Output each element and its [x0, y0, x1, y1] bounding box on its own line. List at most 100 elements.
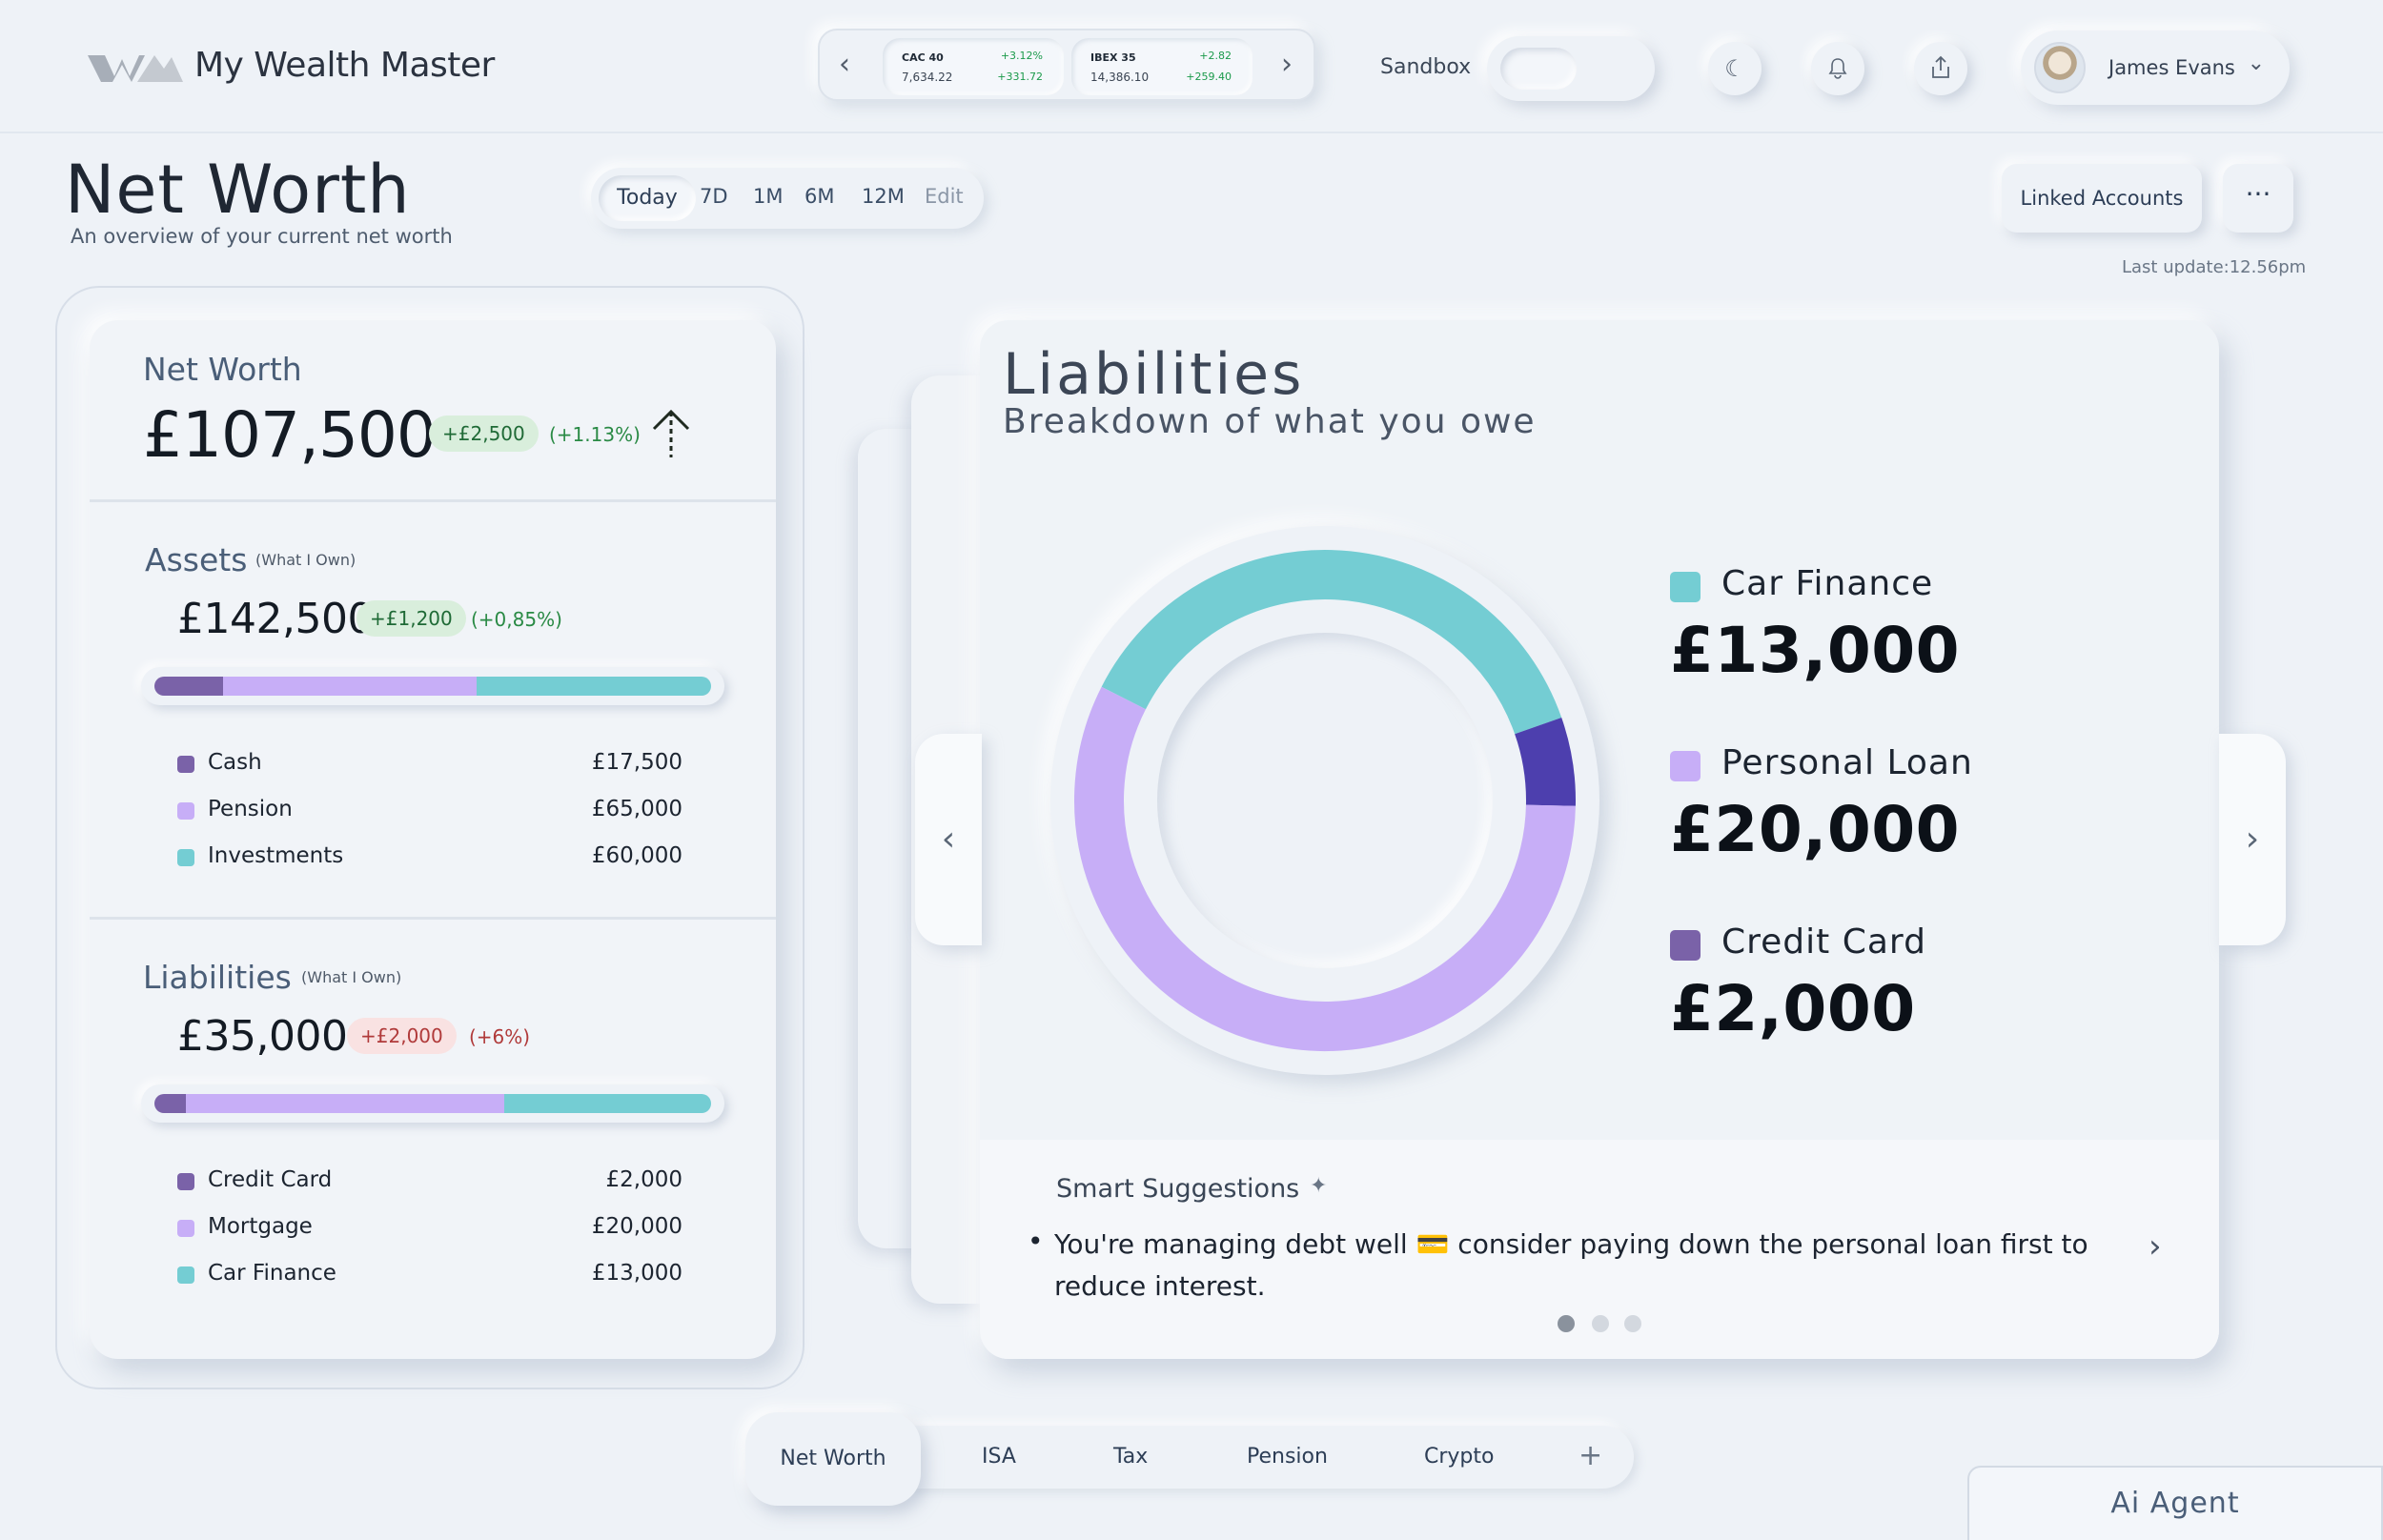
toggle-knob — [1500, 48, 1577, 90]
sandbox-label: Sandbox — [1380, 55, 1472, 79]
liabilities-allocation-bar — [141, 1084, 724, 1123]
liability-value: £20,000 — [591, 1214, 682, 1239]
asset-value: £17,500 — [591, 750, 682, 775]
carousel-prev-icon[interactable]: ‹ — [915, 734, 982, 945]
dark-mode-moon-icon[interactable]: ☾ — [1708, 42, 1762, 95]
ticker-change: +259.40 — [1186, 71, 1232, 83]
ticker-card-cac40[interactable]: CAC 40 7,634.22 +3.12% +331.72 — [883, 38, 1064, 95]
liabilities-value: £35,000 — [177, 1012, 348, 1061]
range-today[interactable]: Today — [599, 175, 696, 221]
carousel-next-icon[interactable]: › — [2219, 734, 2286, 945]
ticker-card-ibex35[interactable]: IBEX 35 14,386.10 +2.82 +259.40 — [1071, 38, 1253, 95]
top-header — [0, 0, 2383, 133]
legend-swatch — [177, 1173, 194, 1190]
add-tab-plus-icon[interactable]: + — [1578, 1439, 1603, 1472]
assets-bar-fill — [154, 677, 711, 696]
sparkle-icon: ✦ — [1310, 1174, 1328, 1198]
liabilities-bar-segment-car-finance — [504, 1094, 711, 1113]
legend-swatch — [177, 802, 194, 820]
page-title: Net Worth — [65, 151, 411, 229]
ticker-next-icon[interactable]: › — [1281, 48, 1293, 81]
bullet: • — [1028, 1226, 1044, 1257]
summary-card — [90, 320, 776, 1359]
net-worth-change-badge: +£2,500 — [429, 415, 539, 452]
net-worth-value: £107,500 — [143, 398, 437, 472]
more-options-icon[interactable]: ··· — [2223, 164, 2293, 233]
avatar — [2034, 42, 2086, 93]
legend-value: £2,000 — [1670, 972, 1916, 1045]
ticker-change: +331.72 — [997, 71, 1043, 83]
assets-pct: (+0,85%) — [471, 608, 562, 631]
list-item: Investments £60,000 — [177, 842, 682, 871]
list-item: Car Finance £13,000 — [177, 1260, 682, 1288]
notifications-bell-icon[interactable] — [1811, 42, 1864, 95]
net-worth-label: Net Worth — [143, 351, 302, 388]
liabilities-bar-segment-mortgage — [186, 1094, 505, 1113]
user-name: James Evans — [2108, 56, 2235, 79]
liabilities-donut-chart — [1074, 550, 1576, 1051]
pagination-dot-1[interactable] — [1558, 1315, 1575, 1332]
legend-swatch — [177, 756, 194, 773]
suggestion-next-icon[interactable]: › — [2149, 1227, 2162, 1266]
trend-up-arrow-icon — [652, 409, 690, 457]
tab-pension[interactable]: Pension — [1247, 1445, 1328, 1469]
donut-slice-car-finance[interactable] — [1101, 550, 1562, 735]
legend-swatch — [1670, 572, 1701, 602]
assets-label: Assets — [145, 541, 248, 578]
divider — [90, 917, 776, 920]
linked-accounts-button[interactable]: Linked Accounts — [2002, 164, 2202, 233]
sandbox-toggle[interactable] — [1487, 36, 1655, 101]
assets-note: (What I Own) — [255, 551, 356, 569]
time-range-selector: Today 7D 1M 6M 12M Edit — [591, 168, 984, 229]
legend-value: £13,000 — [1670, 614, 1961, 687]
legend-swatch — [177, 849, 194, 866]
asset-name: Cash — [208, 750, 262, 775]
tab-net-worth[interactable]: Net Worth — [745, 1412, 921, 1506]
liabilities-pct: (+6%) — [469, 1025, 531, 1048]
legend-item-car-finance: Car Finance £13,000 — [1670, 564, 2147, 707]
range-6m[interactable]: 6M — [805, 185, 835, 208]
list-item: Cash £17,500 — [177, 749, 682, 778]
tab-isa[interactable]: ISA — [982, 1445, 1016, 1469]
list-item: Credit Card £2,000 — [177, 1166, 682, 1195]
assets-bar-segment-cash — [154, 677, 223, 696]
legend-item-personal-loan: Personal Loan £20,000 — [1670, 743, 2147, 886]
liability-value: £13,000 — [591, 1261, 682, 1286]
legend-swatch — [177, 1266, 194, 1284]
ticker-pct: +2.82 — [1199, 50, 1232, 62]
market-ticker: ‹ CAC 40 7,634.22 +3.12% +331.72 IBEX 35… — [818, 29, 1315, 101]
legend-swatch — [1670, 930, 1701, 961]
donut-slice-credit-card[interactable] — [1514, 718, 1576, 806]
range-12m[interactable]: 12M — [862, 185, 905, 208]
ticker-name: IBEX 35 — [1090, 51, 1136, 64]
asset-value: £60,000 — [591, 843, 682, 868]
app-title: My Wealth Master — [194, 46, 495, 85]
legend-swatch — [177, 1220, 194, 1237]
liabilities-bar-fill — [154, 1094, 711, 1113]
user-menu[interactable]: James Evans ⌄ — [2021, 30, 2290, 105]
ai-agent-button[interactable]: Ai Agent — [1967, 1466, 2383, 1540]
legend-value: £20,000 — [1670, 793, 1961, 866]
liabilities-change-badge: +£2,000 — [347, 1018, 457, 1054]
ticker-pct: +3.12% — [1000, 50, 1043, 62]
tab-tax[interactable]: Tax — [1113, 1445, 1149, 1469]
range-7d[interactable]: 7D — [700, 185, 728, 208]
bell-icon — [1828, 58, 1847, 79]
range-edit[interactable]: Edit — [925, 185, 964, 208]
tab-crypto[interactable]: Crypto — [1424, 1445, 1495, 1469]
pagination-dot-2[interactable] — [1592, 1315, 1609, 1332]
legend-name: Personal Loan — [1721, 743, 1973, 782]
suggestion-text: You're managing debt well 💳 consider pay… — [1054, 1228, 2088, 1302]
suggestions-title: Smart Suggestions — [1056, 1174, 1300, 1204]
range-1m[interactable]: 1M — [753, 185, 784, 208]
card-title: Liabilities — [1003, 341, 1305, 408]
list-item: Pension £65,000 — [177, 796, 682, 824]
share-button[interactable] — [1914, 42, 1967, 95]
assets-value: £142,500 — [177, 595, 374, 643]
legend-name: Car Finance — [1721, 564, 1934, 603]
app-logo-icon — [88, 55, 183, 82]
donut-slice-personal-loan[interactable] — [1074, 686, 1576, 1051]
ticker-prev-icon[interactable]: ‹ — [839, 48, 850, 81]
pagination-dot-3[interactable] — [1624, 1315, 1641, 1332]
assets-change-badge: +£1,200 — [356, 600, 466, 637]
